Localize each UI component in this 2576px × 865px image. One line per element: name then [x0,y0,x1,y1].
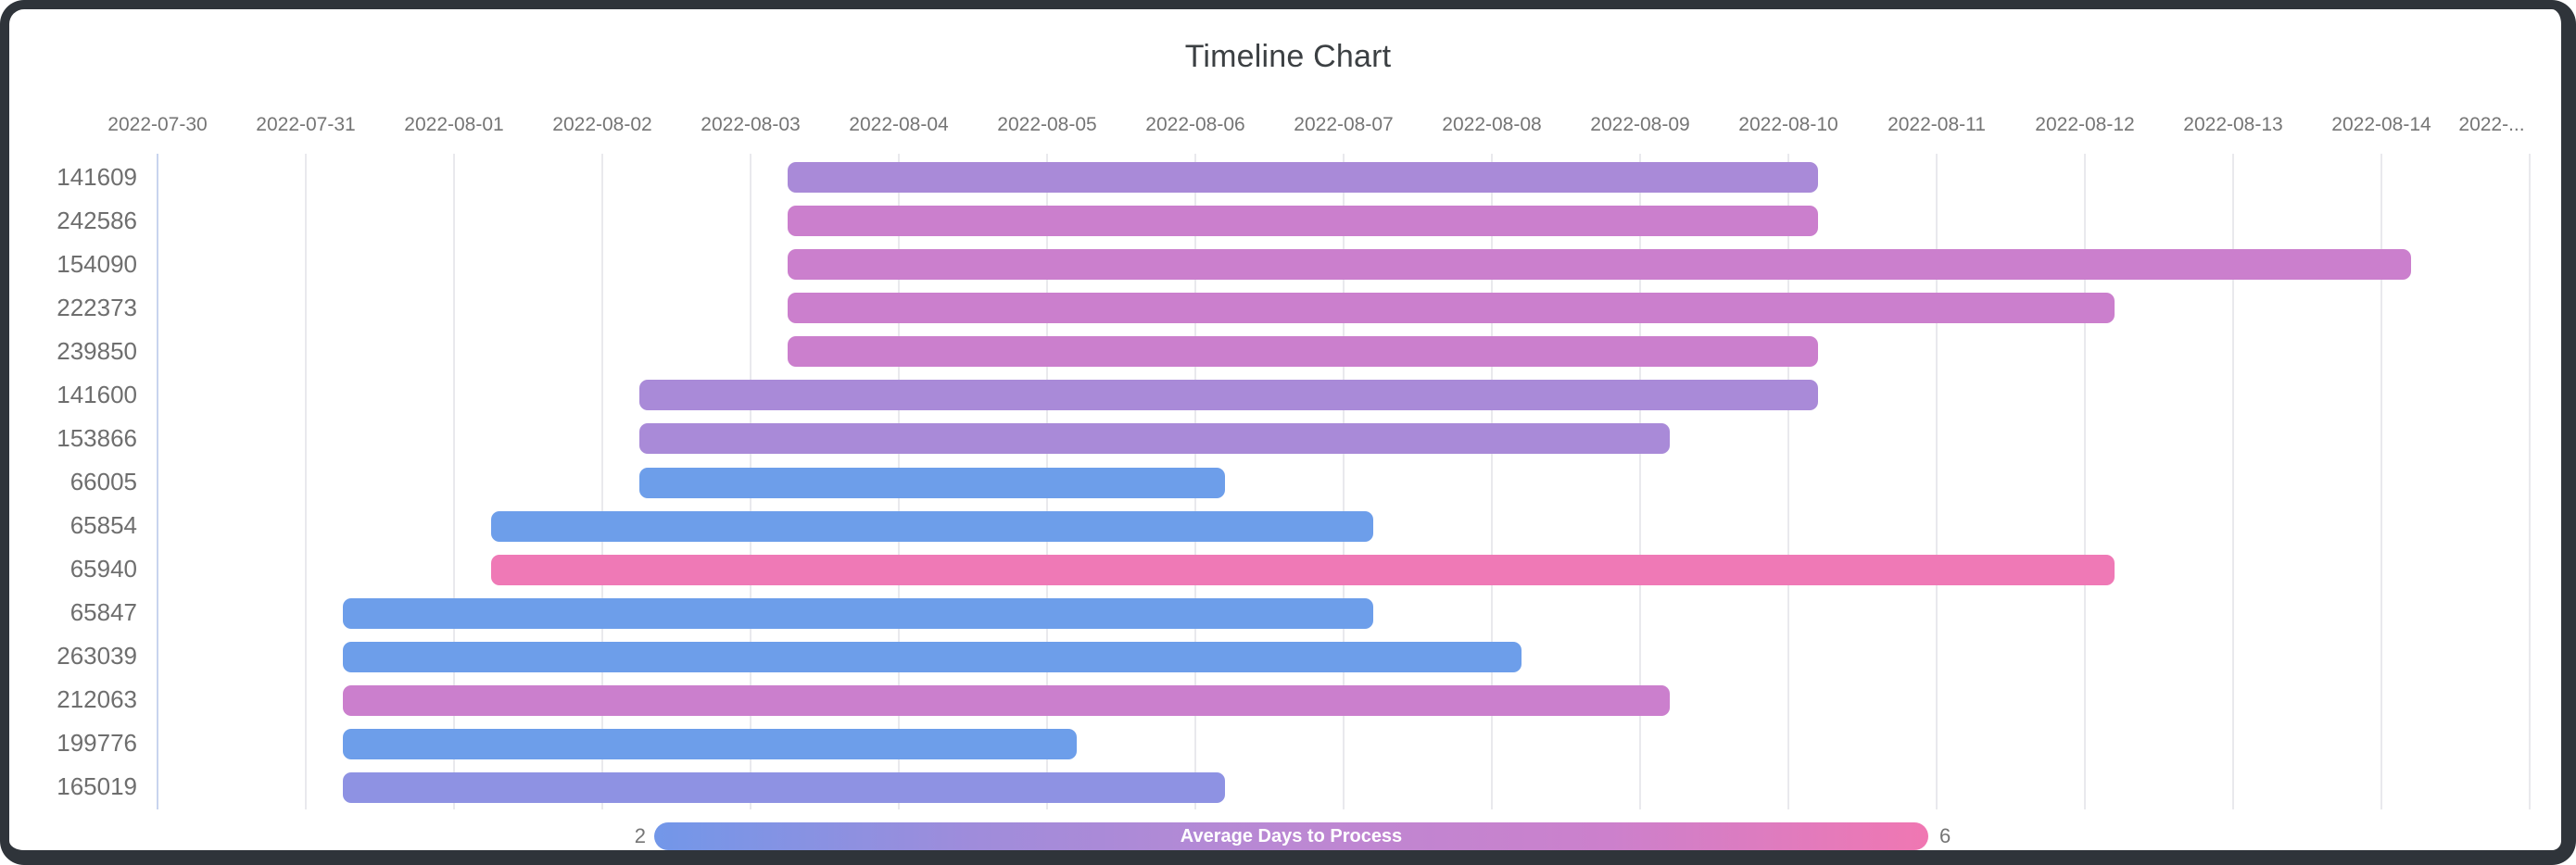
axis-tick-label: 2022-08-14 [2331,114,2431,135]
timeline-bar[interactable] [788,293,2115,324]
axis-tick-label: 2022-08-10 [1738,114,1838,135]
row-label: 65847 [69,598,137,627]
axis-tick-label: 2022-08-05 [997,114,1097,135]
axis-tick-label: 2022-08-11 [1888,114,1986,135]
row-label: 222373 [57,293,137,321]
row-label: 65854 [69,511,137,540]
gridline [1787,154,1789,809]
gridline [453,154,455,809]
axis-tick-label: 2022-... [2458,114,2525,135]
row-label: 239850 [57,336,137,365]
row-label: 141609 [57,162,137,191]
gridline [2084,154,2086,809]
timeline-bar[interactable] [343,771,1225,803]
gridline [157,154,158,809]
row-label: 154090 [57,249,137,278]
axis-tick-label: 2022-07-31 [256,114,356,135]
axis-tick-label: 2022-08-13 [2183,114,2283,135]
axis-tick-label: 2022-08-03 [701,114,801,135]
timeline-bar[interactable] [639,467,1225,498]
row-label: 66005 [69,468,137,495]
timeline-bar[interactable] [639,423,1670,455]
row-label: 212063 [57,685,137,714]
axis-tick-label: 2022-08-06 [1145,114,1245,135]
legend-max-label: 6 [1939,824,1951,847]
row-label: 263039 [57,642,137,671]
timeline-bar[interactable] [343,684,1670,716]
timeline-bar[interactable] [491,510,1373,542]
gridline [1491,154,1493,809]
row-label: 199776 [57,729,137,758]
axis-tick-label: 2022-08-02 [552,114,652,135]
timeline-bar[interactable] [343,728,1077,759]
timeline-bar[interactable] [788,336,1818,368]
gridline [2380,154,2382,809]
timeline-bar[interactable] [639,380,1818,411]
row-label: 65940 [69,555,137,583]
timeline-bar[interactable] [491,554,2115,585]
gridline [1343,154,1345,809]
timeline-bar[interactable] [788,249,2411,281]
axis-tick-label: 2022-07-30 [107,114,208,135]
timeline-bar[interactable] [343,597,1373,629]
gridline [2529,154,2531,809]
timeline-bar[interactable] [343,641,1522,672]
gridline [1936,154,1938,809]
row-label: 165019 [57,772,137,801]
legend-min-label: 2 [634,824,646,847]
chart-title: Timeline Chart [1184,39,1392,74]
timeline-bar[interactable] [788,206,1818,237]
gridline [601,154,603,809]
row-label: 242586 [57,206,137,234]
gridline [2232,154,2234,809]
legend-title: Average Days to Process [1180,826,1403,846]
row-label: 141600 [57,380,137,408]
axis-tick-label: 2022-08-07 [1294,114,1394,135]
axis-tick-label: 2022-08-12 [2035,114,2135,135]
axis-tick-label: 2022-08-01 [404,114,504,135]
timeline-bar[interactable] [788,162,1818,194]
axis-tick-label: 2022-08-04 [849,114,949,135]
row-label: 153866 [57,423,137,452]
gridline [305,154,307,809]
gridline [1639,154,1641,809]
axis-tick-label: 2022-08-09 [1590,114,1690,135]
axis-tick-label: 2022-08-08 [1442,114,1542,135]
legend-gradient-bar: Average Days to Process [654,822,1928,850]
